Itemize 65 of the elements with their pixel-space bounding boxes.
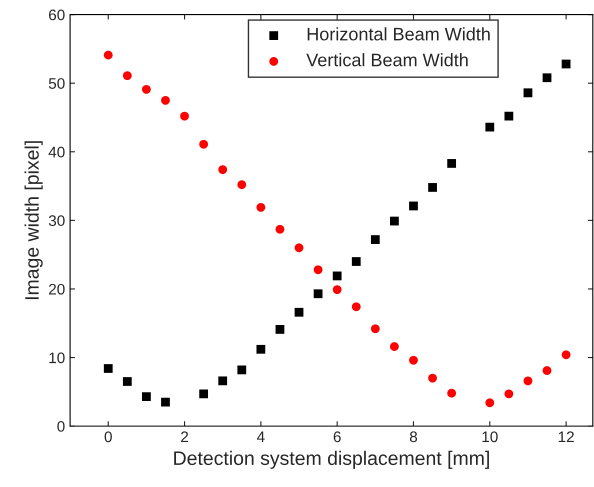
point [332,285,342,294]
x-axis-title: Detection system displacement [mm] [174,450,489,469]
point [542,366,552,375]
x-tick-label: 8 [410,431,418,442]
point [542,73,552,82]
point [447,159,456,168]
y-tick-label: 50 [48,78,65,89]
point [104,50,113,60]
point [562,60,570,68]
point [218,376,228,386]
point [276,325,284,334]
point [332,272,342,280]
point [562,350,570,360]
x-tick-label: 0 [104,431,112,442]
point [276,224,284,234]
point [504,390,514,398]
y-tick-label: 40 [48,146,65,158]
point [122,71,132,80]
point [199,390,208,398]
point [142,392,151,402]
point [524,88,532,98]
point [504,112,514,121]
point [180,112,189,121]
y-tick-label: 60 [49,9,65,20]
point [294,308,304,317]
point [524,376,532,386]
point [447,388,456,398]
x-tick-label: 6 [334,431,341,442]
point [142,84,151,94]
point [161,96,170,105]
point [485,398,494,408]
point [256,344,266,354]
legend-label: Horizontal Beam Width [308,27,490,41]
point [428,374,437,383]
point [237,365,246,374]
point [370,324,380,334]
point [314,289,322,298]
y-axis-title: Image width [pixel] [24,141,43,300]
x-tick-label: 12 [558,431,574,442]
point [409,202,418,210]
x-tick-label: 10 [482,431,498,442]
x-tick-label: 2 [181,431,188,442]
point [104,364,113,373]
point [256,202,266,212]
point [122,377,132,386]
point [428,183,437,192]
point [390,216,399,226]
point [237,180,246,190]
point [161,398,170,407]
point [409,356,418,365]
y-tick-label: 30 [48,215,65,226]
x-tick-label: 4 [256,432,265,442]
point [390,342,399,351]
point [294,243,304,252]
point [199,140,208,149]
legend-label: Vertical Beam Width [306,53,468,66]
point [352,302,361,312]
y-tick-label: 0 [57,420,65,432]
point [314,265,322,274]
y-tick-label: 10 [49,352,65,364]
point [370,235,380,244]
point [352,257,361,266]
point [218,165,228,174]
point [485,122,494,132]
y-tick-label: 20 [49,284,65,295]
